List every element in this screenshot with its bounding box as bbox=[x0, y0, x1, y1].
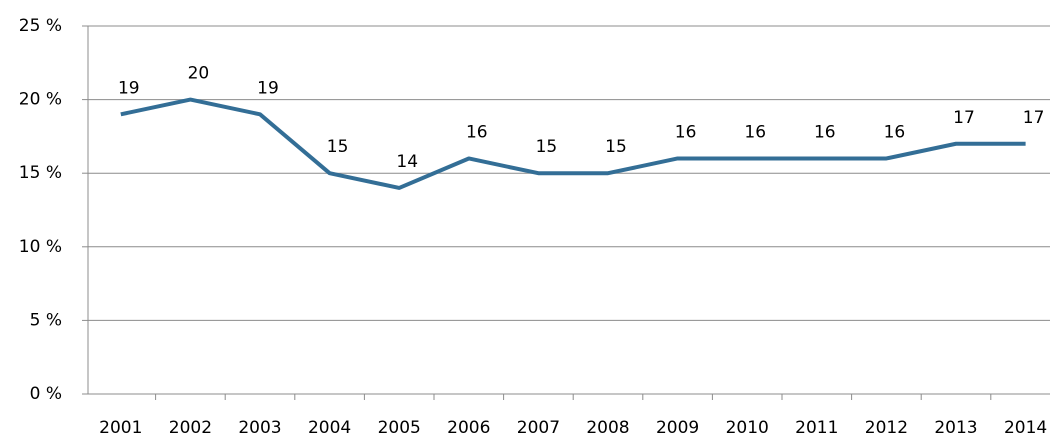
data-label: 17 bbox=[1023, 108, 1045, 128]
data-label: 15 bbox=[327, 137, 349, 157]
data-label: 19 bbox=[118, 78, 140, 98]
x-tick-label: 2006 bbox=[447, 418, 490, 437]
x-tick-label: 2002 bbox=[169, 418, 212, 437]
data-label: 16 bbox=[814, 122, 836, 142]
y-tick-label: 0 % bbox=[30, 384, 62, 404]
data-label: 16 bbox=[884, 122, 906, 142]
x-tick-label: 2009 bbox=[656, 418, 699, 437]
x-tick-label: 2007 bbox=[517, 418, 560, 437]
data-label: 20 bbox=[188, 64, 210, 84]
data-label: 15 bbox=[605, 137, 627, 157]
y-tick-label: 15 % bbox=[19, 163, 62, 183]
x-tick-label: 2001 bbox=[99, 418, 142, 437]
x-tick-label: 2003 bbox=[238, 418, 281, 437]
data-label: 16 bbox=[675, 122, 697, 142]
y-tick-label: 20 % bbox=[19, 90, 62, 110]
data-label: 17 bbox=[953, 108, 975, 128]
x-tick-label: 2013 bbox=[934, 418, 977, 437]
x-tick-label: 2008 bbox=[586, 418, 629, 437]
y-tick-label: 10 % bbox=[19, 237, 62, 257]
data-label: 15 bbox=[536, 137, 558, 157]
data-label: 16 bbox=[466, 122, 488, 142]
y-tick-label: 25 % bbox=[19, 16, 62, 36]
data-label: 19 bbox=[257, 78, 279, 98]
x-tick-label: 2010 bbox=[726, 418, 769, 437]
x-tick-label: 2011 bbox=[795, 418, 838, 437]
x-tick-label: 2005 bbox=[378, 418, 421, 437]
line-series bbox=[120, 97, 1026, 190]
x-tick-label: 2014 bbox=[1004, 418, 1047, 437]
data-label: 16 bbox=[744, 122, 766, 142]
data-label: 14 bbox=[396, 152, 418, 172]
x-tick-label: 2012 bbox=[865, 418, 908, 437]
x-tick-label: 2004 bbox=[308, 418, 351, 437]
y-tick-label: 5 % bbox=[30, 310, 62, 330]
